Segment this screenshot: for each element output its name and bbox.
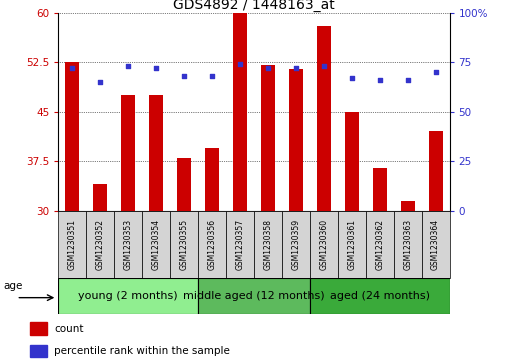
Text: young (2 months): young (2 months) [78, 291, 178, 301]
Text: GSM1230358: GSM1230358 [264, 219, 272, 270]
FancyBboxPatch shape [226, 211, 254, 278]
Bar [205, 148, 219, 211]
Bar [149, 95, 163, 211]
Point [124, 63, 132, 69]
FancyBboxPatch shape [338, 211, 366, 278]
Text: GSM1230362: GSM1230362 [375, 219, 384, 270]
FancyBboxPatch shape [114, 211, 142, 278]
Bar [29, 322, 47, 335]
FancyBboxPatch shape [310, 278, 450, 314]
FancyBboxPatch shape [86, 211, 114, 278]
Text: GSM1230351: GSM1230351 [68, 219, 77, 270]
Point [96, 79, 104, 85]
FancyBboxPatch shape [58, 278, 198, 314]
Point [347, 75, 356, 81]
Text: GSM1230354: GSM1230354 [152, 219, 161, 270]
Bar [233, 13, 247, 211]
Bar [429, 131, 442, 211]
Point [320, 63, 328, 69]
Text: middle aged (12 months): middle aged (12 months) [183, 291, 325, 301]
Point [431, 69, 439, 75]
Bar [29, 345, 47, 357]
FancyBboxPatch shape [58, 211, 86, 278]
Point [208, 73, 216, 79]
Text: GSM1230359: GSM1230359 [292, 219, 300, 270]
FancyBboxPatch shape [170, 211, 198, 278]
Text: GSM1230352: GSM1230352 [96, 219, 105, 270]
Point [375, 77, 384, 83]
Point [403, 77, 411, 83]
Text: percentile rank within the sample: percentile rank within the sample [54, 346, 230, 356]
Bar [345, 112, 359, 211]
Text: GSM1230353: GSM1230353 [124, 219, 133, 270]
FancyBboxPatch shape [422, 211, 450, 278]
Bar [121, 95, 135, 211]
Bar [93, 184, 107, 211]
FancyBboxPatch shape [366, 211, 394, 278]
Point [68, 65, 76, 71]
FancyBboxPatch shape [142, 211, 170, 278]
Text: GSM1230364: GSM1230364 [431, 219, 440, 270]
Title: GDS4892 / 1448163_at: GDS4892 / 1448163_at [173, 0, 335, 12]
FancyBboxPatch shape [254, 211, 282, 278]
FancyBboxPatch shape [198, 211, 226, 278]
Bar [177, 158, 191, 211]
Text: GSM1230360: GSM1230360 [320, 219, 328, 270]
Point [236, 61, 244, 67]
Point [180, 73, 188, 79]
Text: GSM1230357: GSM1230357 [236, 219, 244, 270]
Bar [317, 26, 331, 211]
Point [264, 65, 272, 71]
Bar [261, 65, 275, 211]
Text: aged (24 months): aged (24 months) [330, 291, 430, 301]
Text: GSM1230363: GSM1230363 [403, 219, 412, 270]
Text: GSM1230356: GSM1230356 [208, 219, 216, 270]
Point [292, 65, 300, 71]
Bar [289, 69, 303, 211]
Point [152, 65, 160, 71]
Text: count: count [54, 324, 83, 334]
Text: GSM1230361: GSM1230361 [347, 219, 356, 270]
FancyBboxPatch shape [394, 211, 422, 278]
Bar [401, 201, 415, 211]
Text: age: age [3, 281, 22, 291]
FancyBboxPatch shape [282, 211, 310, 278]
Text: GSM1230355: GSM1230355 [180, 219, 188, 270]
Bar [66, 62, 79, 211]
FancyBboxPatch shape [310, 211, 338, 278]
FancyBboxPatch shape [198, 278, 310, 314]
Bar [373, 168, 387, 211]
